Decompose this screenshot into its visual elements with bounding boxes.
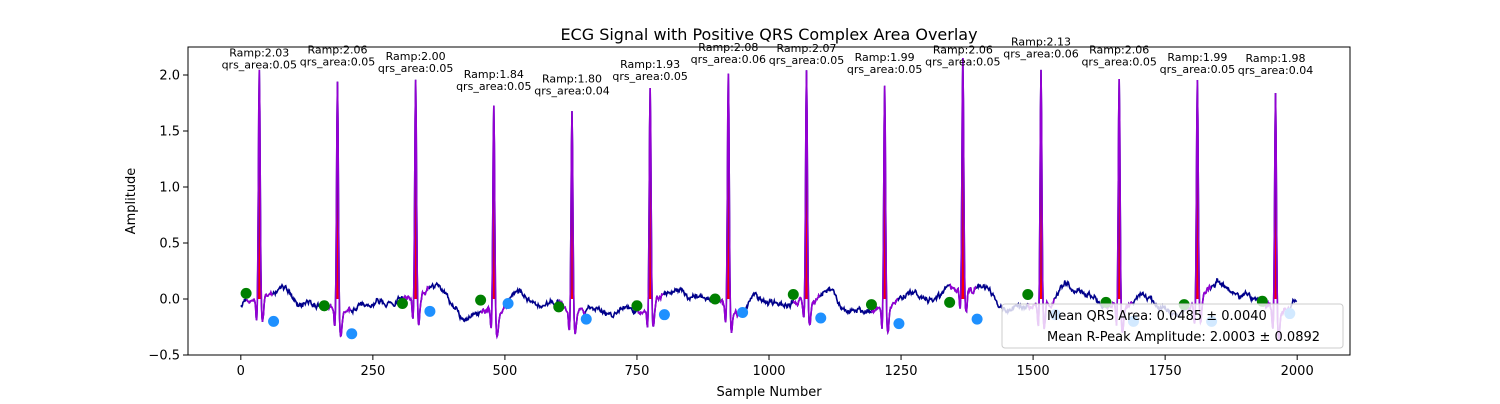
y-axis-label: Amplitude [124,168,139,235]
y-tick-label: −0.5 [148,349,180,364]
r-peak-amplitude-label: Ramp:1.93 [620,58,680,71]
q-point-marker [944,296,956,308]
qrs-area-label: qrs_area:0.04 [534,84,609,97]
qrs-area-label: qrs_area:0.06 [1003,47,1078,60]
qrs-segment-line [480,105,508,340]
qrs-segment-line [792,70,821,326]
legend-entry-r-peak: Mean R-Peak Amplitude: 2.0003 ± 0.0892 [1047,330,1320,345]
s-point-marker [346,328,358,340]
y-tick-label: 1.0 [159,181,180,196]
s-point-marker [658,309,670,321]
r-peak-amplitude-label: Ramp:2.13 [1011,35,1071,48]
qrs-area-label: qrs_area:0.05 [456,80,531,93]
q-point-marker [631,300,643,312]
q-point-marker [787,289,799,301]
q-point-marker [396,297,408,309]
r-peak-amplitude-label: Ramp:2.00 [386,50,446,63]
s-point-marker [268,315,280,327]
chart-title: ECG Signal with Positive QRS Complex Are… [560,25,977,44]
s-point-marker [893,318,905,330]
qrs-segment-line [870,85,899,336]
qrs-area-label: qrs_area:0.05 [378,62,453,75]
qrs-area-label: qrs_area:0.05 [769,54,844,67]
qrs-segment-line [401,79,430,326]
qrs-area-label: qrs_area:0.05 [1160,63,1235,76]
r-peak-amplitude-label: Ramp:1.99 [1167,51,1227,64]
q-point-marker [709,293,721,305]
legend: Mean QRS Area: 0.0485 ± 0.0040 Mean R-Pe… [1001,303,1344,349]
s-point-marker [737,306,749,318]
s-point-marker [424,305,436,317]
x-tick-label: 1000 [752,364,785,379]
q-point-marker [553,301,565,313]
q-point-marker [865,299,877,311]
qrs-area-fills [255,58,1279,300]
qrs-segment-line [636,87,664,328]
r-peak-amplitude-label: Ramp:1.80 [542,72,602,85]
q-point-marker [240,287,252,299]
x-tick-label: 2000 [1281,364,1314,379]
qrs-area-label: qrs_area:0.05 [847,63,922,76]
s-point-marker [971,313,983,325]
r-peak-amplitude-label: Ramp:2.03 [229,47,289,60]
ecg-signal [240,58,1298,341]
x-tick-label: 1750 [1149,364,1182,379]
qrs-segment-line [949,58,977,314]
r-peak-amplitude-label: Ramp:1.84 [464,68,524,81]
legend-box [1001,303,1344,349]
s-point-marker [580,313,592,325]
y-tick-label: 2.0 [159,69,180,84]
x-tick-label: 500 [492,364,517,379]
qrs-area-label: qrs_area:0.05 [1081,55,1156,68]
y-tick-label: 1.5 [159,125,180,140]
y-tick-label: 0.5 [159,237,180,252]
s-point-marker [502,297,514,309]
q-point-marker [318,300,330,312]
qrs-area-label: qrs_area:0.06 [691,53,766,66]
x-tick-label: 750 [625,364,650,379]
x-axis-label: Sample Number [716,385,822,400]
ecg-signal-line [240,58,1298,341]
beat-annotations: Ramp:2.03qrs_area:0.05Ramp:2.06qrs_area:… [222,35,1314,97]
x-tick-label: 1250 [884,364,917,379]
qrs-area-label: qrs_area:0.05 [925,55,1000,68]
r-peak-amplitude-label: Ramp:2.08 [698,41,758,54]
r-peak-amplitude-label: Ramp:1.98 [1246,52,1306,65]
qrs-area-label: qrs_area:0.05 [222,59,297,72]
qrs-segment-line [246,69,274,322]
qrs-area-label: qrs_area:0.04 [1238,64,1313,77]
x-tick-label: 0 [237,364,245,379]
q-point-marker [475,294,487,306]
r-peak-amplitude-label: Ramp:2.07 [776,42,836,55]
x-axis-ticks: 0 250 500 750 1000 1250 1500 1750 2000 [237,355,1314,379]
x-tick-label: 250 [360,364,385,379]
q-point-marker [1022,289,1034,301]
legend-entry-qrs-area: Mean QRS Area: 0.0485 ± 0.0040 [1047,309,1267,324]
y-tick-label: 0.0 [159,293,180,308]
qrs-area-label: qrs_area:0.05 [612,70,687,83]
y-axis-ticks: −0.5 0.0 0.5 1.0 1.5 2.0 [148,69,188,364]
s-point-marker [815,312,827,324]
x-tick-label: 1500 [1017,364,1050,379]
qrs-area-label: qrs_area:0.05 [300,55,375,68]
r-peak-amplitude-label: Ramp:1.99 [855,51,915,64]
